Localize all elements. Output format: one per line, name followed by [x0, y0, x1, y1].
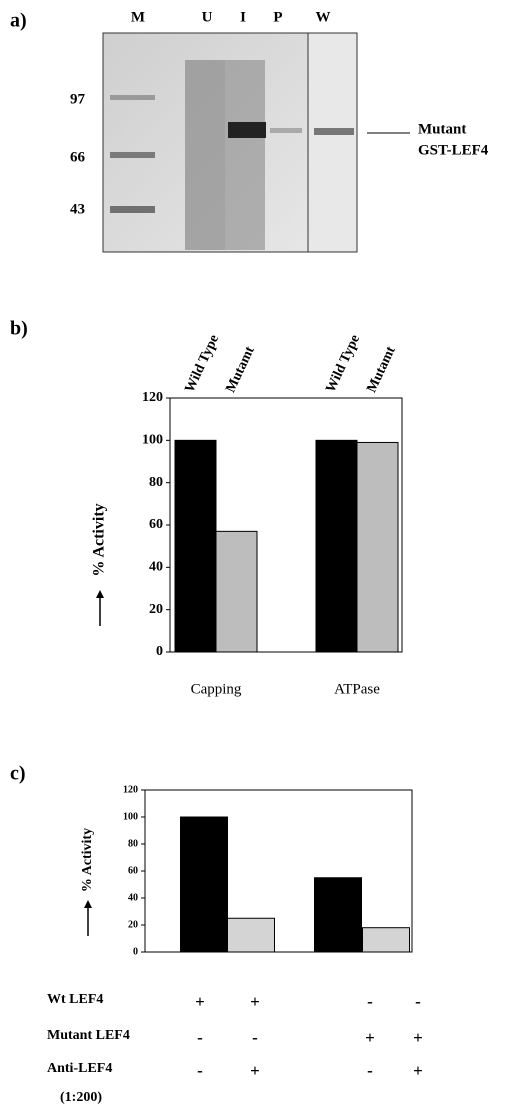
lane-label: P: [273, 9, 282, 25]
condition-mark: +: [250, 1061, 260, 1080]
condition-label: Wt LEF4: [47, 992, 103, 1007]
panel-label: b): [10, 318, 28, 340]
y-tick-label: 100: [123, 811, 138, 822]
condition-mark: -: [367, 1061, 373, 1080]
y-tick-label: 100: [142, 433, 163, 448]
bar: [316, 440, 357, 652]
bar: [363, 928, 410, 952]
condition-label: Anti-LEF4: [47, 1061, 112, 1076]
condition-mark: +: [413, 1028, 423, 1047]
arrow-head: [96, 590, 104, 598]
marker-label: 43: [70, 201, 85, 217]
condition-mark: -: [367, 992, 373, 1011]
marker-label: 66: [70, 149, 86, 165]
condition-mark: +: [250, 992, 260, 1011]
y-tick-label: 60: [149, 517, 163, 532]
bar: [228, 918, 275, 952]
legend-label: Mutamt: [223, 344, 257, 395]
arrow-head: [84, 900, 92, 908]
y-tick-label: 40: [149, 560, 163, 575]
lane-label: M: [131, 9, 145, 25]
legend-label: Wild Type: [182, 333, 222, 395]
bar: [357, 442, 398, 652]
y-tick-label: 120: [123, 784, 138, 795]
panel-label: c): [10, 763, 26, 785]
condition-mark: -: [197, 1028, 203, 1047]
annotation: Mutant: [418, 121, 466, 137]
condition-mark: -: [415, 992, 421, 1011]
y-tick-label: 0: [133, 946, 138, 957]
marker-label: 97: [70, 91, 86, 107]
y-tick-label: 20: [149, 602, 163, 617]
legend-label: Wild Type: [323, 333, 363, 395]
lane-label: I: [240, 9, 246, 25]
y-tick-label: 0: [156, 644, 163, 659]
lane-label: U: [202, 9, 213, 25]
bar: [216, 531, 257, 652]
x-tick-label: Capping: [191, 681, 242, 697]
annotation: GST-LEF4: [418, 142, 489, 158]
condition-mark: +: [195, 992, 205, 1011]
y-tick-label: 80: [149, 475, 163, 490]
condition-mark: +: [365, 1028, 375, 1047]
gel-lane-w: [308, 33, 357, 252]
condition-mark: -: [252, 1028, 258, 1047]
y-axis-label: % Activity: [91, 503, 108, 576]
bar: [175, 440, 216, 652]
condition-label: Mutant LEF4: [47, 1028, 130, 1043]
y-axis-label: % Activity: [80, 828, 95, 892]
legend-label: Mutamt: [364, 344, 398, 395]
condition-note: (1:200): [60, 1090, 102, 1105]
condition-mark: -: [197, 1061, 203, 1080]
condition-mark: +: [413, 1061, 423, 1080]
y-tick-label: 80: [128, 838, 138, 849]
lane-label: W: [316, 9, 331, 25]
figure: a) Mutant GST-LEF4 M U I P W 97 66 43 b) 0 20 40 60 8…: [0, 0, 516, 1108]
y-tick-label: 60: [128, 865, 138, 876]
y-tick-label: 20: [128, 919, 138, 930]
y-tick-label: 120: [142, 390, 163, 405]
y-tick-label: 40: [128, 892, 138, 903]
bar: [181, 817, 228, 952]
x-tick-label: ATPase: [334, 681, 380, 697]
panel-label: a): [10, 10, 27, 32]
bar: [315, 878, 362, 952]
